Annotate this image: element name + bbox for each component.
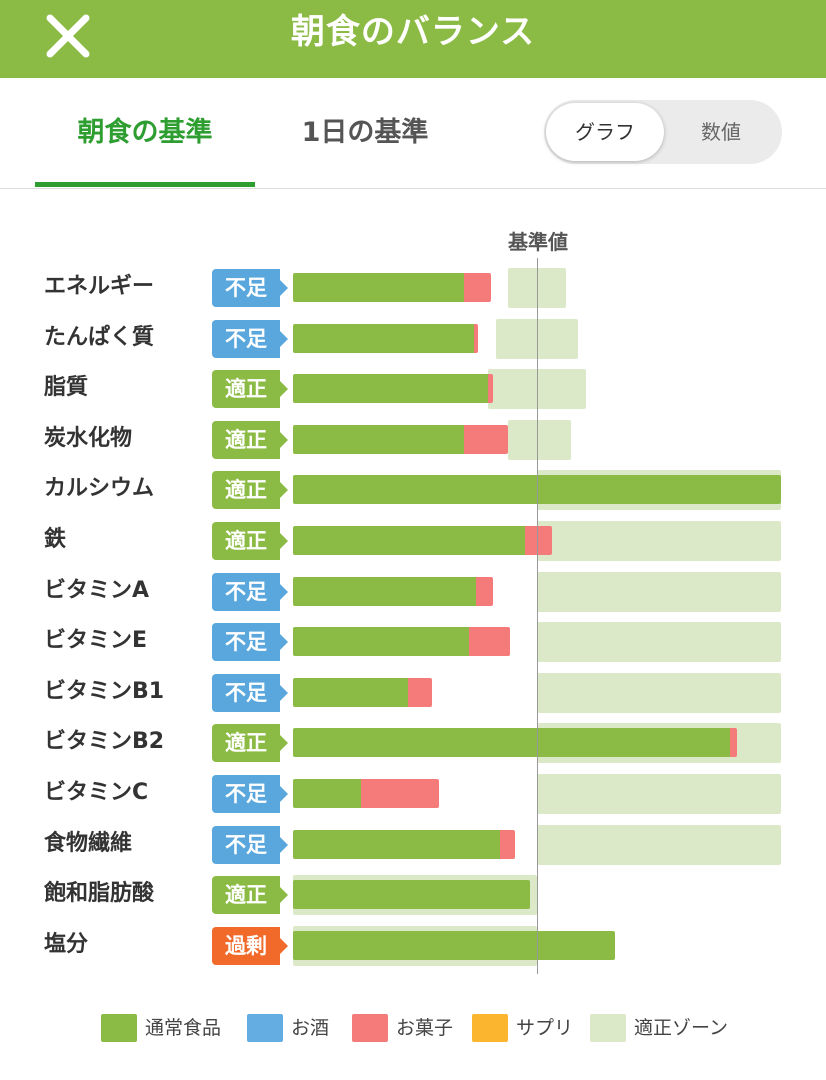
nutrient-name: 食物繊維 — [44, 830, 133, 856]
nutrient-row: ビタミンE 不足 — [0, 616, 826, 666]
bar-normal-food — [293, 930, 616, 960]
legend-swatch — [352, 1014, 388, 1042]
legend-label: 適正ゾーン — [634, 1017, 729, 1039]
status-badge: 適正 — [212, 370, 288, 409]
nutrient-name: ビタミンB2 — [44, 729, 165, 755]
tab-bar: 朝食の基準 1日の基準 グラフ 数値 — [0, 78, 826, 189]
bar-normal-food — [293, 576, 476, 606]
optimal-zone — [507, 268, 567, 308]
active-tab-indicator — [35, 182, 255, 187]
optimal-zone — [495, 318, 579, 359]
nutrient-name: たんぱく質 — [44, 324, 155, 350]
nutrient-row: 炭水化物 適正 — [0, 414, 826, 464]
bar-snack — [463, 273, 491, 302]
nutrient-name: 飽和脂肪酸 — [44, 881, 155, 907]
bar-normal-food — [293, 273, 464, 302]
legend-label: 通常食品 — [145, 1017, 222, 1039]
status-badge: 不足 — [212, 623, 288, 662]
status-badge: 適正 — [212, 522, 288, 560]
bar-snack — [468, 627, 511, 657]
legend: 通常食品 お酒 お菓子 サプリ 適正ゾーン — [0, 1008, 826, 1048]
app-header: 朝食のバランス — [0, 0, 826, 78]
nutrient-name: ビタミンA — [44, 577, 150, 603]
nutrient-row: たんぱく質 不足 — [0, 313, 826, 363]
status-badge: 過剰 — [212, 926, 288, 965]
bar-normal-food — [293, 526, 525, 555]
status-badge: 適正 — [212, 471, 288, 510]
status-badge: 不足 — [212, 825, 288, 864]
legend-label: お酒 — [291, 1017, 330, 1039]
nutrient-row: 脂質 適正 — [0, 363, 826, 413]
bar-snack — [476, 576, 494, 606]
tab-daily-standard[interactable]: 1日の基準 — [301, 117, 429, 148]
legend-swatch — [472, 1014, 508, 1042]
bar-snack — [463, 424, 508, 454]
bar-snack — [407, 677, 433, 707]
nutrient-row: カルシウム 適正 — [0, 464, 826, 514]
bar-normal-food — [293, 323, 474, 353]
bar-normal-food — [293, 424, 464, 454]
bar-snack — [524, 526, 552, 555]
optimal-zone — [537, 571, 781, 612]
nutrient-row: ビタミンB1 不足 — [0, 667, 826, 717]
optimal-zone — [507, 419, 572, 460]
bar-normal-food — [293, 677, 408, 707]
close-icon[interactable] — [36, 6, 100, 70]
optimal-zone — [537, 774, 781, 814]
toggle-graph-option[interactable]: グラフ — [546, 103, 664, 161]
page-title: 朝食のバランス — [290, 12, 536, 52]
nutrient-row: 飽和脂肪酸 適正 — [0, 869, 826, 919]
status-badge: 不足 — [212, 572, 288, 611]
nutrient-row: 鉄 適正 — [0, 515, 826, 565]
optimal-zone — [537, 672, 781, 713]
legend-swatch — [590, 1014, 626, 1042]
bar-snack — [729, 728, 738, 758]
nutrient-name: 炭水化物 — [44, 425, 133, 451]
bar-normal-food — [293, 374, 489, 404]
bar-normal-food — [293, 829, 501, 859]
toggle-value-option[interactable]: 数値 — [701, 120, 741, 144]
nutrient-row: ビタミンC 不足 — [0, 768, 826, 818]
nutrient-name: エネルギー — [44, 274, 155, 299]
bar-snack — [488, 374, 494, 404]
nutrient-name: カルシウム — [44, 476, 155, 502]
optimal-zone — [537, 824, 781, 865]
bar-snack — [473, 323, 479, 353]
legend-swatch — [101, 1014, 137, 1042]
nutrient-row: 塩分 過剰 — [0, 920, 826, 970]
optimal-zone — [537, 521, 781, 561]
optimal-zone — [488, 369, 586, 410]
legend-swatch — [247, 1014, 283, 1042]
status-badge: 不足 — [212, 269, 288, 307]
status-badge: 適正 — [212, 420, 288, 459]
reference-label: 基準値 — [508, 230, 568, 254]
legend-label: お菓子 — [396, 1017, 454, 1039]
nutrient-row: ビタミンA 不足 — [0, 566, 826, 616]
nutrient-name: ビタミンE — [44, 628, 148, 654]
optimal-zone — [537, 622, 781, 663]
nutrient-name: ビタミンB1 — [44, 678, 165, 704]
status-badge: 不足 — [212, 775, 288, 813]
nutrient-name: 塩分 — [44, 931, 89, 957]
status-badge: 不足 — [212, 673, 288, 712]
status-badge: 適正 — [212, 724, 288, 763]
nutrient-name: 鉄 — [44, 527, 67, 552]
nutrient-row: エネルギー 不足 — [0, 262, 826, 312]
nutrient-row: ビタミンB2 適正 — [0, 717, 826, 767]
status-badge: 不足 — [212, 319, 288, 358]
view-toggle: グラフ 数値 — [544, 100, 782, 164]
status-badge: 適正 — [212, 876, 288, 915]
bar-normal-food — [293, 627, 469, 657]
nutrient-row: 食物繊維 不足 — [0, 819, 826, 869]
bar-snack — [500, 829, 516, 859]
bar-normal-food — [293, 880, 530, 910]
nutrient-name: ビタミンC — [44, 780, 149, 805]
tab-breakfast-standard[interactable]: 朝食の基準 — [77, 117, 213, 148]
reference-line — [537, 258, 538, 974]
bar-normal-food — [293, 779, 362, 808]
legend-label: サプリ — [516, 1017, 574, 1039]
bar-normal-food — [293, 728, 730, 758]
bar-snack — [361, 779, 440, 808]
nutrient-name: 脂質 — [44, 375, 89, 401]
